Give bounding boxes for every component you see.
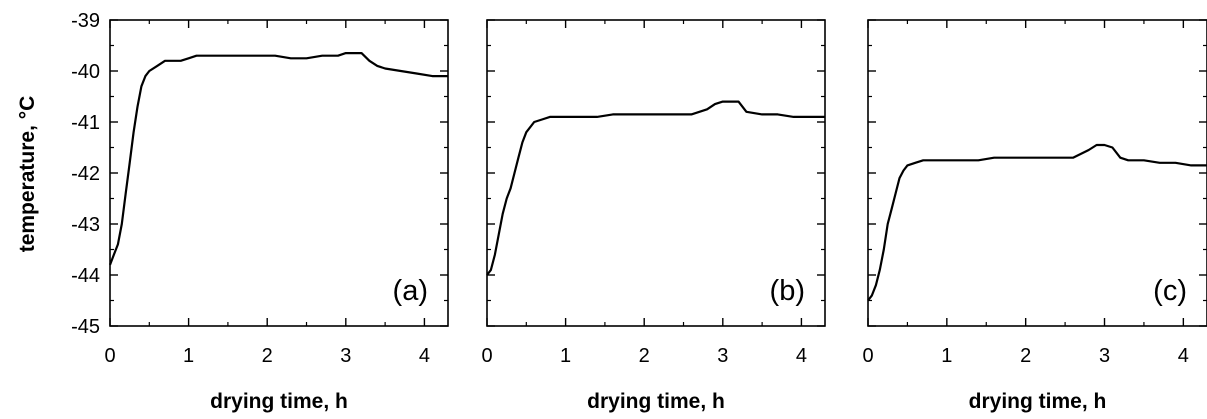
y-tick-label: -39 <box>71 10 100 32</box>
x-tick-label: 4 <box>1178 345 1189 367</box>
x-tick-label: 1 <box>560 345 571 367</box>
y-tick-label: -45 <box>71 316 100 338</box>
y-tick-label: -40 <box>71 61 100 83</box>
panel-label: (b) <box>770 275 805 307</box>
x-tick-label: 1 <box>941 345 952 367</box>
chart-panel-2: 0 1 2 3 4 (b) drying time, h <box>481 19 826 413</box>
temperature-series-line <box>867 143 1207 302</box>
panel-label: (a) <box>393 275 428 307</box>
x-tick-label: 3 <box>1099 345 1110 367</box>
x-tick-label: 2 <box>639 345 650 367</box>
x-tick-label: 1 <box>183 345 194 367</box>
x-tick-label: 0 <box>481 345 492 367</box>
x-axis-label: drying time, h <box>210 390 348 413</box>
y-axis-label: temperature, °C <box>16 96 39 253</box>
x-tick-label: 3 <box>717 345 728 367</box>
y-tick-label: -43 <box>71 214 100 236</box>
x-tick-label: 3 <box>340 345 351 367</box>
chart-panel-3: 0 1 2 3 4 (c) drying time, h <box>862 19 1207 413</box>
x-tick-label: 2 <box>262 345 273 367</box>
x-tick-label: 0 <box>862 345 873 367</box>
x-axis-label: drying time, h <box>587 390 725 413</box>
temperature-series-line <box>108 51 448 266</box>
x-tick-label: 0 <box>104 345 115 367</box>
y-tick-label: -44 <box>71 265 100 287</box>
x-tick-label: 4 <box>796 345 807 367</box>
y-tick-label: -41 <box>71 112 100 134</box>
panel-label: (c) <box>1153 275 1187 307</box>
x-axis-label: drying time, h <box>969 390 1107 413</box>
x-tick-label: 2 <box>1020 345 1031 367</box>
x-tick-label: 4 <box>419 345 430 367</box>
chart-panel-1: -45 -44 -43 -42 -41 -40 -39 0 1 2 3 4 (a) drying time… <box>71 10 449 413</box>
temperature-series-line <box>486 100 825 276</box>
y-tick-label: -42 <box>71 163 100 185</box>
